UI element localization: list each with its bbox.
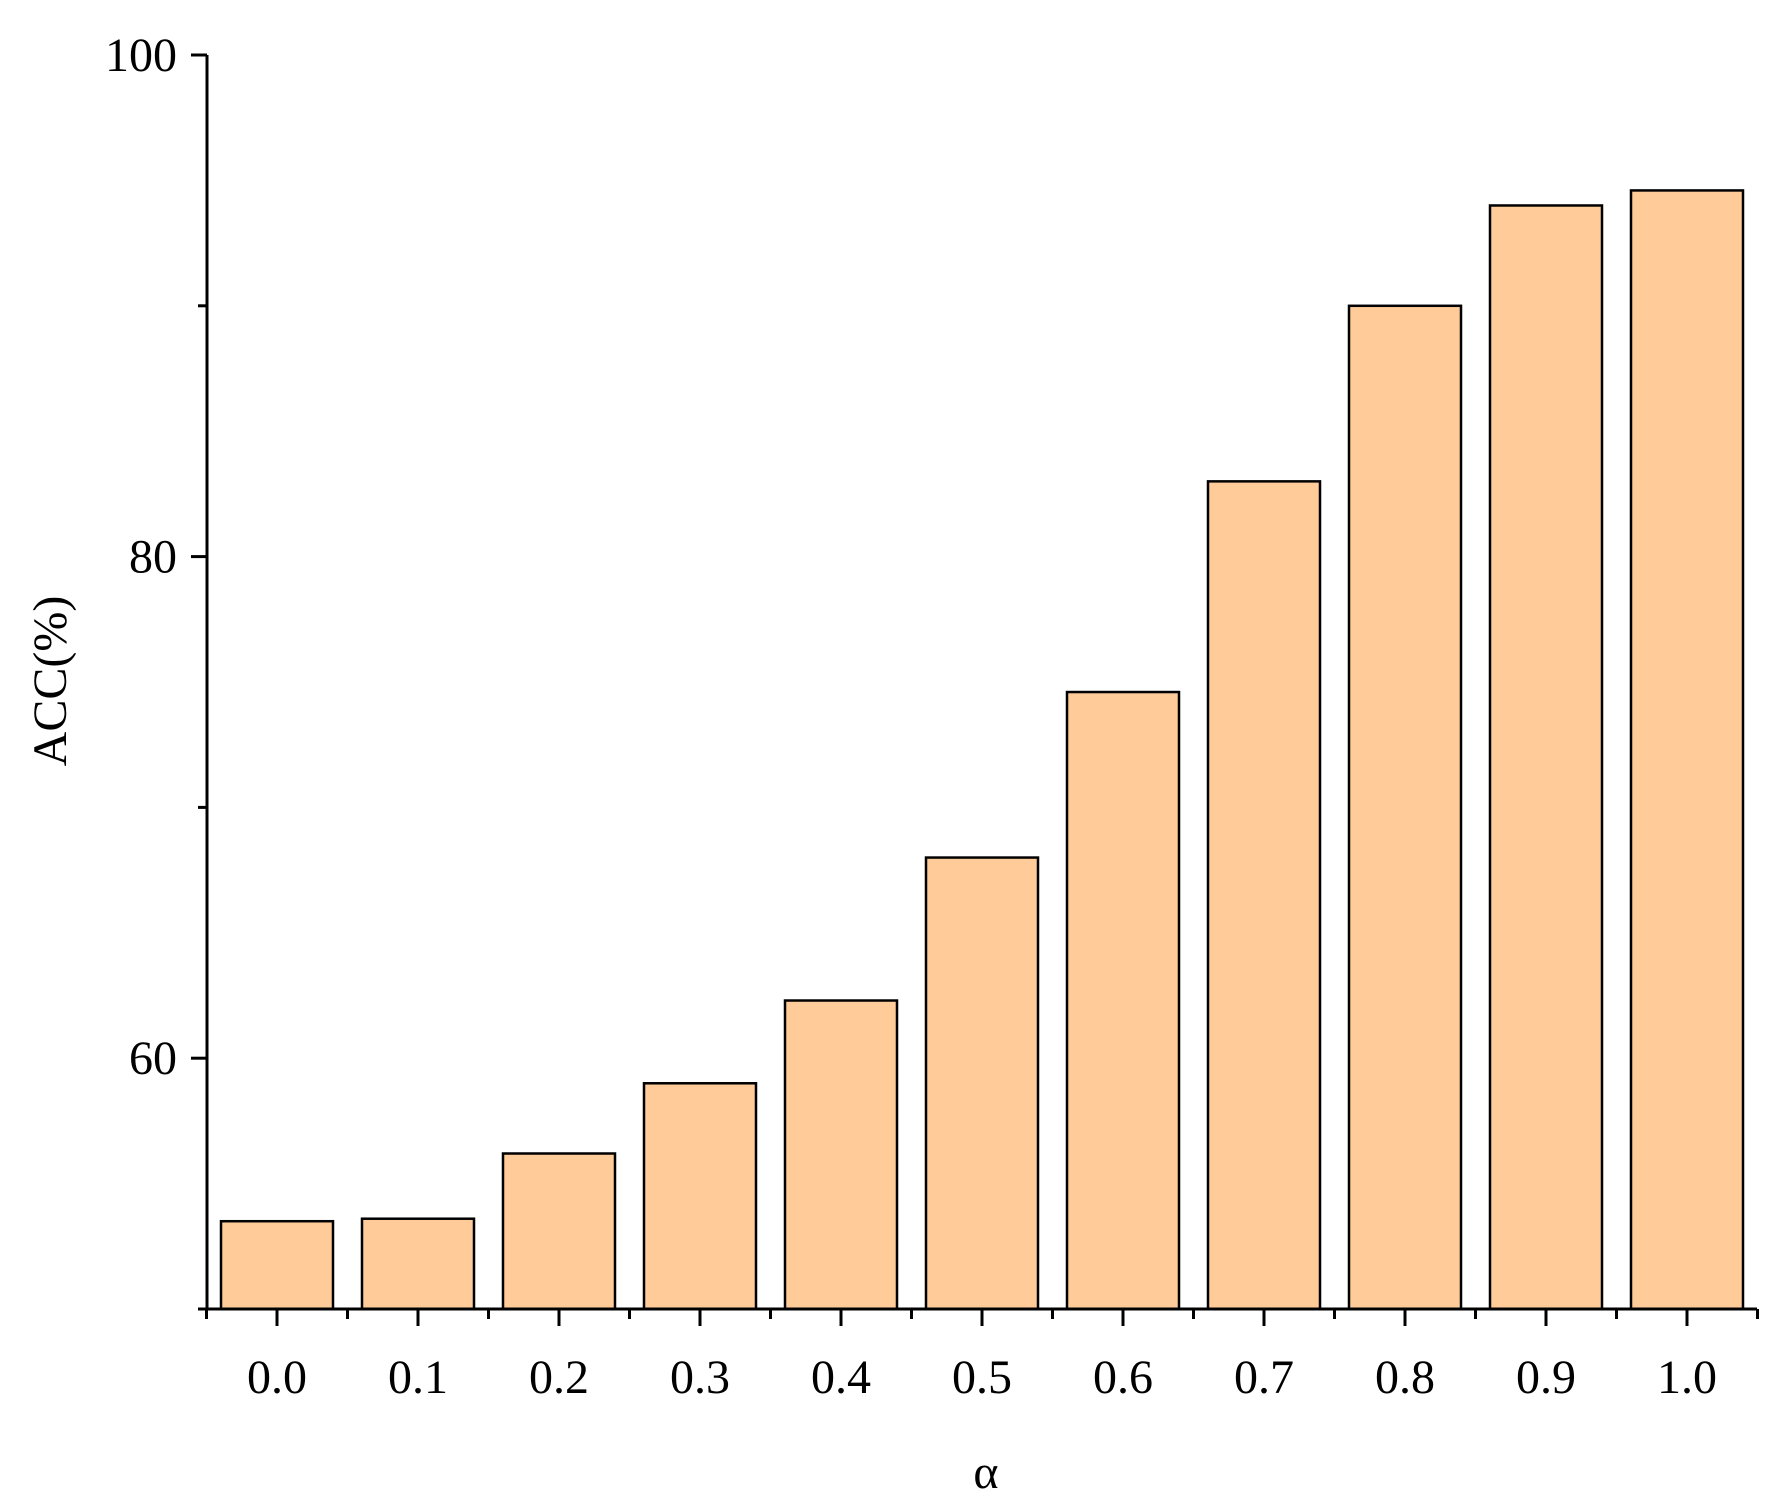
x-tick-label: 0.3: [670, 1351, 730, 1404]
y-axis-ticks: 60 80 100: [105, 29, 207, 1311]
y-axis-title: ACC(%): [24, 596, 77, 767]
bar-0.9: [1488, 204, 1604, 1311]
bar-0.7: [1206, 480, 1322, 1311]
y-tick-label: 60: [129, 1032, 177, 1085]
x-axis-ticks: 0.0 0.1 0.2 0.3 0.4 0.5 0.6 0.7 0.8 0.9 1.0: [205, 1309, 1759, 1404]
x-tick-label: 0.7: [1234, 1351, 1294, 1404]
x-tick-label: 0.6: [1093, 1351, 1153, 1404]
bars-group: [219, 189, 1745, 1311]
bar-0.8: [1347, 304, 1463, 1311]
x-tick-label: 0.4: [811, 1351, 871, 1404]
x-tick-label: 0.5: [952, 1351, 1012, 1404]
bar-0.4: [783, 999, 899, 1311]
y-tick-label: 100: [105, 29, 177, 82]
x-tick-label: 0.2: [529, 1351, 589, 1404]
bar-0.0: [219, 1219, 335, 1311]
bar-0.6: [1065, 690, 1181, 1311]
x-tick-label: 0.9: [1516, 1351, 1576, 1404]
bar-1.0: [1629, 189, 1745, 1311]
y-tick-label: 80: [129, 531, 177, 584]
bar-0.2: [501, 1152, 617, 1311]
x-axis-title: α: [973, 1446, 998, 1499]
x-tick-label: 1.0: [1657, 1351, 1717, 1404]
x-tick-label: 0.8: [1375, 1351, 1435, 1404]
bar-0.3: [642, 1082, 758, 1311]
bar-0.5: [924, 856, 1040, 1311]
x-tick-label: 0.1: [388, 1351, 448, 1404]
bar-0.1: [360, 1217, 476, 1311]
x-tick-label: 0.0: [247, 1351, 307, 1404]
